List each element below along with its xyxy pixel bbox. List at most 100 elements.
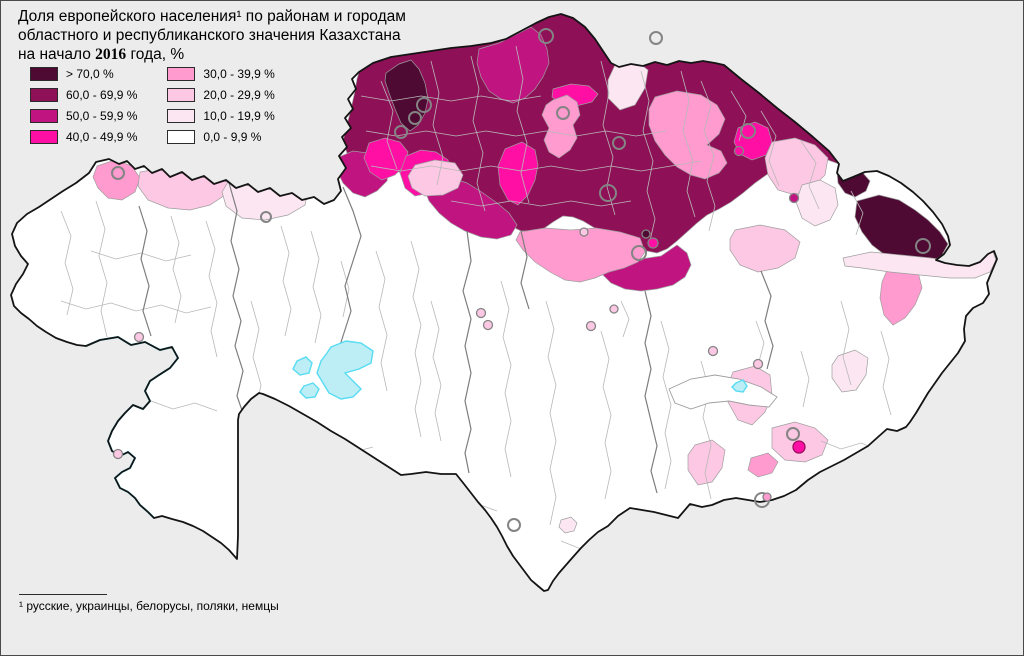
legend-label: 60,0 - 69,9 % [66,88,138,102]
district-border [375,250,388,392]
city-dot [475,307,487,319]
legend-swatch [30,130,58,144]
district-border [410,240,422,438]
city-dot [762,492,772,502]
district-border [60,300,212,314]
city-dot [112,448,124,460]
city-dot [482,319,494,331]
district-border [470,55,486,212]
district-border [150,400,218,412]
district-border [300,480,412,494]
legend-label: 0,0 - 9,9 % [203,130,262,144]
title-line-1: Доля европейского населения¹ по районам … [18,8,406,25]
city-dot [647,237,659,249]
city-ring [649,31,663,45]
oblast-border [760,270,774,370]
oblast-border [520,230,530,310]
district-border [60,210,74,316]
district-border [800,140,820,210]
footnote-rule [19,594,107,595]
district-border [850,190,864,236]
water-body [731,379,748,393]
district-border [450,200,632,207]
city-ring [599,184,617,202]
district-border [640,70,656,246]
map-region [363,137,409,181]
city-ring [915,238,931,254]
map-region [687,439,726,486]
water-body [316,340,374,400]
city-ring [507,518,521,532]
page-title: Доля европейского населения¹ по районам … [18,7,438,64]
district-border [700,510,782,522]
city-dot [133,331,145,343]
district-border [340,260,350,318]
legend-item: > 70,0 % [30,64,137,84]
legend-item: 10,0 - 19,9 % [167,106,275,126]
legend-label: > 70,0 % [66,67,114,81]
city-ring [612,136,626,150]
district-border [760,110,780,187]
map-region [729,224,801,273]
legend-label: 40,0 - 49,9 % [66,130,138,144]
map-region [795,179,839,227]
city-dot [585,320,597,332]
legend-item: 0,0 - 9,9 % [167,127,274,147]
legend-swatch [167,109,196,123]
legend: > 70,0 % 60,0 - 69,9 % 50,0 - 59,9 % 40,0 -… [30,64,275,147]
map-region [497,141,539,206]
oblast-border [644,290,658,494]
district-border [280,225,292,337]
district-border [515,45,530,204]
legend-item: 30,0 - 39,9 % [167,64,275,84]
title-year: 2016 [95,46,127,64]
district-border [170,215,182,324]
district-border [430,300,442,442]
district-border [660,320,672,490]
city-ring [538,28,554,44]
district-border [800,350,810,408]
legend-item: 20,0 - 29,9 % [167,85,275,105]
city-dot [609,304,619,314]
district-border [680,70,696,218]
district-border [95,200,108,338]
city-dot [788,192,800,204]
lake-balkhash [668,374,778,410]
legend-swatch [167,88,196,102]
legend-item: 60,0 - 69,9 % [30,85,137,105]
district-border [365,130,667,137]
legend-label: 20,0 - 29,9 % [203,88,275,102]
city-ring [416,97,432,113]
district-border [310,230,322,344]
city-ring [111,166,125,180]
water-body [292,356,313,376]
district-border [90,250,192,262]
map-region [842,251,997,279]
city-ring [260,211,272,223]
city-ring [394,125,408,139]
legend-swatch [30,67,58,81]
city-ring [556,106,570,120]
district-border [370,160,702,172]
country-border [10,13,998,592]
district-border [380,80,398,170]
district-border [360,95,542,102]
district-border [755,320,765,366]
district-border [430,60,444,186]
map-region [476,26,550,104]
oblast-border [138,205,152,337]
legend-item: 50,0 - 59,9 % [30,106,137,126]
district-border [600,60,616,216]
city-ring [786,427,800,441]
legend-item: 40,0 - 49,9 % [30,127,137,147]
title-line-2: областного и республиканского значения К… [18,27,401,45]
city-ring [408,111,422,125]
map-region [558,516,578,534]
district-border [600,330,612,500]
city-dot [579,227,589,237]
water-body [299,382,320,399]
map-region [648,90,728,180]
footnote-text: ¹ русские, украинцы, белорусы, поляки, н… [19,599,279,613]
district-border [545,300,557,526]
